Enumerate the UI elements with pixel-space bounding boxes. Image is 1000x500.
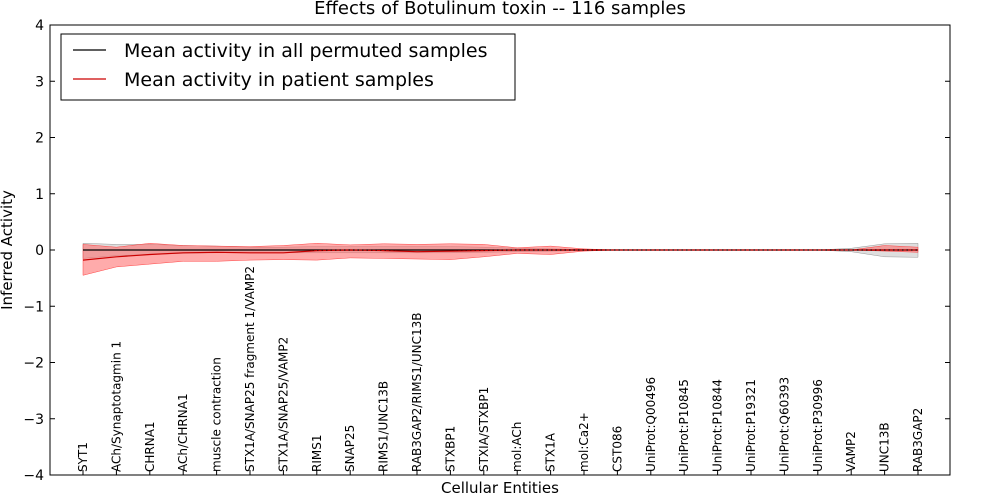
x-category-label: SNAP25	[343, 425, 357, 472]
x-axis-title: Cellular Entities	[441, 479, 559, 497]
x-category-label: RAB3GAP2/RIMS1/UNC13B	[410, 312, 424, 472]
x-category-label: STX1A	[544, 432, 558, 472]
x-category-label: RIMS1	[310, 435, 324, 472]
y-tick-label: −4	[23, 468, 44, 484]
x-category-label: CHRNA1	[143, 421, 157, 472]
x-category-label: SYT1	[76, 442, 90, 472]
series-lines	[82, 249, 918, 261]
x-category-label: UniProt:P10845	[677, 379, 691, 472]
legend-box	[60, 33, 516, 101]
x-category-label: STX1A/SNAP25/VAMP2	[276, 337, 290, 472]
y-axis: 4 3 2 1 0 −1 −2 −3 −4	[23, 18, 950, 484]
x-category-label: ACh/CHRNA1	[176, 393, 190, 472]
y-tick-label: 1	[35, 187, 44, 203]
legend-label-1: Mean activity in patient samples	[124, 69, 434, 91]
x-category-label: ACh/Synaptotagmin 1	[109, 341, 123, 472]
y-axis-title: Inferred Activity	[0, 190, 16, 310]
y-tick-label: −3	[23, 412, 44, 428]
band-series-1	[82, 243, 919, 276]
confidence-bands	[82, 243, 919, 276]
chart-title: Effects of Botulinum toxin -- 116 sample…	[314, 0, 686, 19]
x-category-label: mol:Ca2+	[577, 412, 591, 472]
x-category-label: UniProt:Q00496	[644, 377, 658, 472]
legend-label-0: Mean activity in all permuted samples	[124, 40, 487, 62]
x-category-label: RIMS1/UNC13B	[377, 381, 391, 472]
x-category-label: UniProt:Q60393	[777, 377, 791, 472]
x-category-label: STX1A/SNAP25 fragment 1/VAMP2	[243, 266, 257, 472]
x-category-label: CST086	[610, 426, 624, 472]
x-axis: SYT1 ACh/Synaptotagmin 1 CHRNA1 ACh/CHRNA1 m…	[76, 266, 925, 475]
y-tick-label: 0	[35, 243, 44, 259]
x-category-label: mol:ACh	[510, 422, 524, 472]
x-category-label: muscle contraction	[210, 357, 224, 472]
x-category-label: UNC13B	[878, 422, 892, 472]
x-category-label: STXIA/STXBP1	[477, 387, 491, 472]
x-category-label: VAMP2	[844, 431, 858, 472]
y-tick-label: 4	[35, 18, 44, 34]
x-category-label: STXBP1	[443, 426, 457, 472]
y-tick-label: −2	[23, 356, 44, 372]
x-category-label: RAB3GAP2	[911, 408, 925, 472]
x-category-label: UniProt:P10844	[711, 379, 725, 472]
y-tick-label: −1	[23, 299, 44, 315]
x-category-label: UniProt:P19321	[744, 379, 758, 472]
y-tick-label: 2	[35, 131, 44, 147]
x-category-label: UniProt:P30996	[811, 379, 825, 472]
line-series-1	[82, 249, 918, 261]
y-tick-label: 3	[35, 74, 44, 90]
legend: Mean activity in all permuted samples Mea…	[60, 33, 516, 101]
